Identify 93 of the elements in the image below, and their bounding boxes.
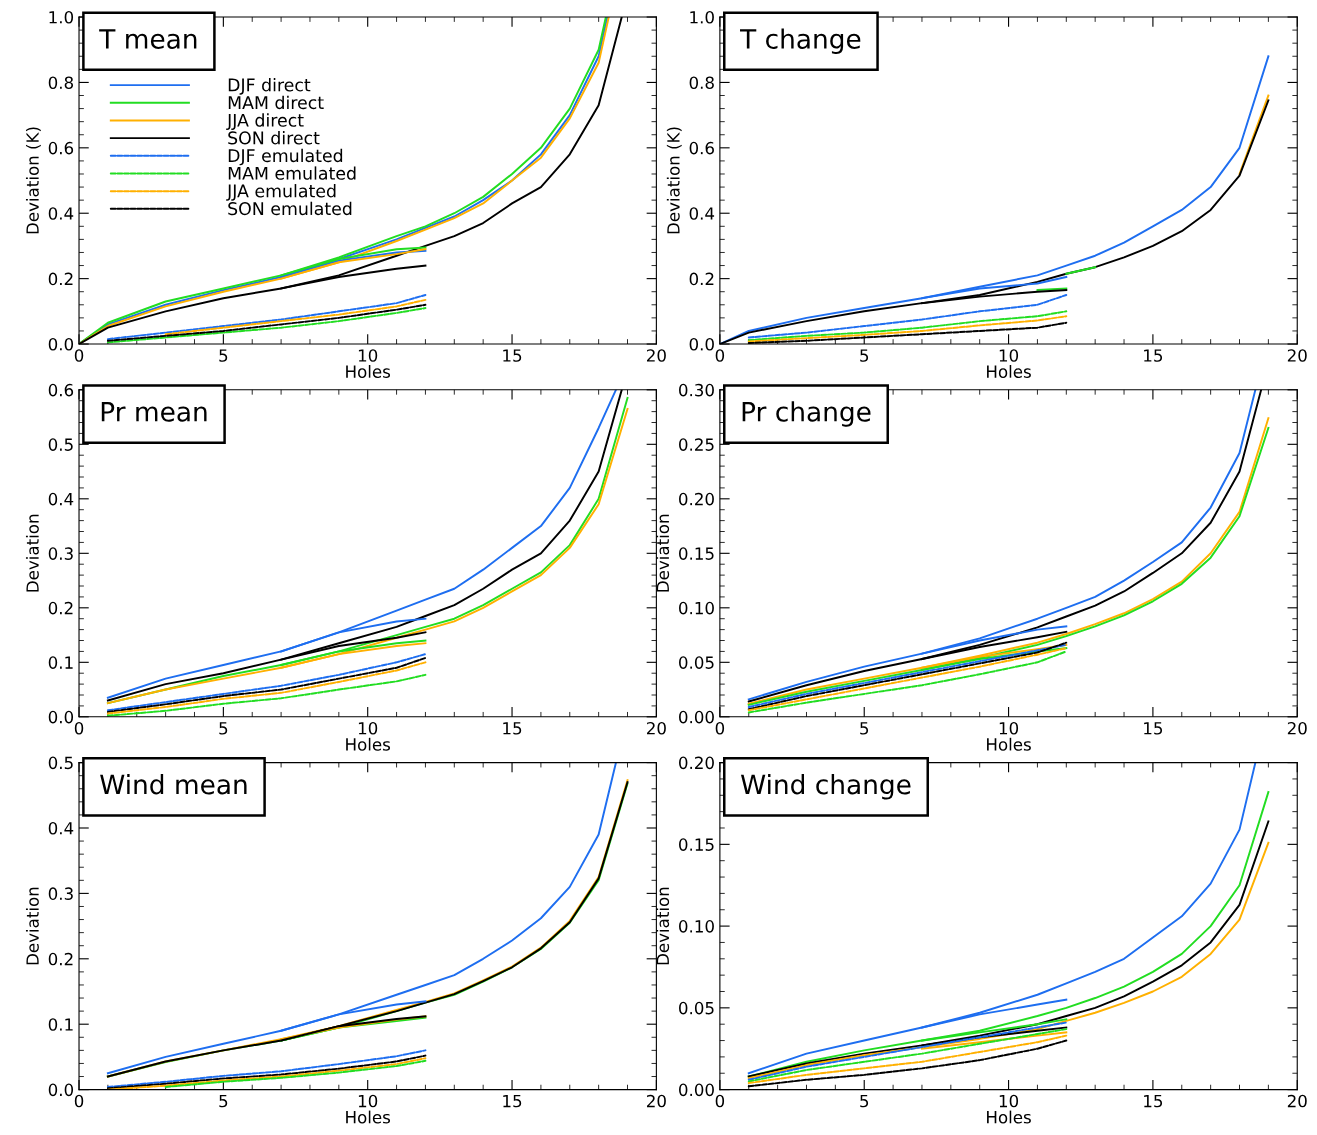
legend-label: DJF emulated <box>228 148 343 166</box>
x-tick-label: 10 <box>999 721 1019 735</box>
x-tick-label: 10 <box>358 349 378 362</box>
x-tick-label: 5 <box>860 1094 869 1108</box>
x-tick-label: 0 <box>74 721 84 735</box>
x-tick-label: 20 <box>1287 1094 1307 1108</box>
y-tick-label: 0.5 <box>48 756 73 770</box>
y-axis-title: Deviation <box>656 514 670 592</box>
y-tick-label: 0.20 <box>679 756 714 770</box>
x-tick-label: 15 <box>503 722 522 735</box>
y-tick-label: 0.4 <box>48 492 74 506</box>
x-tick-label: 0 <box>715 1094 725 1108</box>
x-tick-label: 10 <box>999 349 1019 362</box>
x-tick-label: 5 <box>219 349 228 362</box>
y-tick-label: 0.0 <box>48 710 74 724</box>
y-tick-label: 0.2 <box>48 272 73 286</box>
y-tick-label: 1.0 <box>49 10 74 24</box>
x-tick-label: 15 <box>1144 349 1163 362</box>
chart-title: Pr change <box>742 401 871 427</box>
y-tick-label: 0.05 <box>679 1001 714 1015</box>
chart-title: Wind change <box>740 774 911 800</box>
legend-label: SON direct <box>228 131 320 145</box>
y-tick-label: 0.30 <box>679 383 714 397</box>
x-tick-label: 5 <box>860 349 869 362</box>
y-tick-label: 1.0 <box>690 10 714 24</box>
legend-label: MAM emulated <box>228 166 356 180</box>
y-tick-label: 0.1 <box>48 656 73 669</box>
chart-title: Pr mean <box>101 402 207 422</box>
y-tick-label: 0.6 <box>689 141 714 155</box>
x-axis-title: Holes <box>346 737 391 751</box>
x-axis-title: Holes <box>987 365 1031 378</box>
x-axis-title: Holes <box>346 365 391 378</box>
x-tick-label: 5 <box>860 722 869 735</box>
x-tick-label: 20 <box>1287 349 1307 362</box>
x-axis-title: Holes <box>346 1110 391 1124</box>
y-tick-label: 0.2 <box>689 272 714 286</box>
y-tick-label: 0.8 <box>48 76 74 89</box>
y-tick-label: 0.05 <box>679 656 714 669</box>
y-tick-label: 0.15 <box>679 838 714 851</box>
y-axis-title: Deviation <box>25 514 39 592</box>
x-tick-label: 10 <box>358 721 378 735</box>
x-tick-label: 20 <box>646 1094 666 1108</box>
y-tick-label: 0.2 <box>48 601 73 615</box>
x-tick-label: 15 <box>503 1094 522 1108</box>
x-tick-label: 5 <box>219 1094 228 1108</box>
x-tick-label: 15 <box>503 349 522 362</box>
y-tick-label: 0.00 <box>679 1083 714 1097</box>
x-tick-label: 10 <box>358 1094 378 1108</box>
x-tick-label: 15 <box>1144 722 1163 735</box>
y-axis-title: Deviation (K) <box>666 127 682 234</box>
y-tick-label: 0.0 <box>48 1083 74 1097</box>
x-axis-title: Holes <box>987 1110 1031 1124</box>
x-tick-label: 20 <box>646 721 666 735</box>
y-tick-label: 0.10 <box>679 920 714 933</box>
y-tick-label: 0.8 <box>689 76 714 89</box>
x-tick-label: 20 <box>1287 721 1307 735</box>
y-tick-label: 0.4 <box>48 207 74 220</box>
y-tick-label: 0.15 <box>679 547 714 560</box>
legend-label: SON emulated <box>228 201 352 216</box>
legend-label: DJF direct <box>228 78 311 95</box>
x-tick-label: 0 <box>74 1094 84 1108</box>
y-tick-label: 0.20 <box>679 492 714 506</box>
y-tick-label: 0.4 <box>48 821 74 835</box>
legend-label: JJA emulated <box>226 184 336 201</box>
y-tick-label: 0.4 <box>689 207 715 220</box>
x-axis-title: Holes <box>987 737 1031 751</box>
x-tick-label: 0 <box>715 349 725 362</box>
y-tick-label: 0.10 <box>679 601 714 615</box>
y-tick-label: 0.0 <box>689 337 714 351</box>
y-axis-title: Deviation (K) <box>25 127 41 234</box>
y-tick-label: 0.5 <box>48 438 73 451</box>
y-tick-label: 0.0 <box>48 337 74 351</box>
y-tick-label: 0.1 <box>48 1018 73 1031</box>
y-tick-label: 0.25 <box>679 438 714 451</box>
y-axis-title: Deviation <box>656 887 670 965</box>
y-tick-label: 0.6 <box>48 141 74 155</box>
x-tick-label: 0 <box>715 721 725 735</box>
x-tick-label: 5 <box>219 722 228 735</box>
legend-label: MAM direct <box>228 95 324 110</box>
x-tick-label: 10 <box>999 1094 1019 1108</box>
x-tick-label: 15 <box>1144 1094 1163 1108</box>
y-tick-label: 0.3 <box>48 887 73 900</box>
chart-title: T mean <box>99 29 197 49</box>
y-tick-label: 0.00 <box>679 710 714 724</box>
x-tick-label: 20 <box>646 349 666 362</box>
legend-label: JJA direct <box>226 113 304 131</box>
y-tick-label: 0.3 <box>48 547 73 560</box>
chart-title: Wind mean <box>100 774 247 795</box>
y-tick-label: 0.2 <box>48 952 73 966</box>
chart-title: T change <box>740 28 861 55</box>
x-tick-label: 0 <box>74 349 84 362</box>
y-tick-label: 0.6 <box>48 383 74 397</box>
y-axis-title: Deviation <box>25 887 39 965</box>
